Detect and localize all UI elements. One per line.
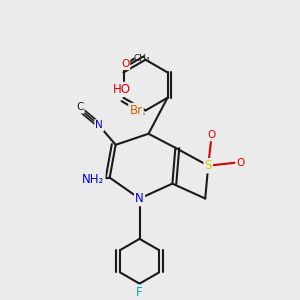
Text: S: S <box>205 159 212 172</box>
Text: N: N <box>135 192 144 205</box>
Text: NH₂: NH₂ <box>82 172 104 186</box>
Text: C: C <box>76 103 83 112</box>
Text: O: O <box>121 59 129 69</box>
Text: N: N <box>95 120 103 130</box>
Text: F: F <box>136 286 143 298</box>
Text: O: O <box>207 130 215 140</box>
Text: CH₃: CH₃ <box>134 54 151 63</box>
Text: HO: HO <box>113 83 131 96</box>
Text: O: O <box>236 158 244 168</box>
Text: Br: Br <box>129 104 142 117</box>
